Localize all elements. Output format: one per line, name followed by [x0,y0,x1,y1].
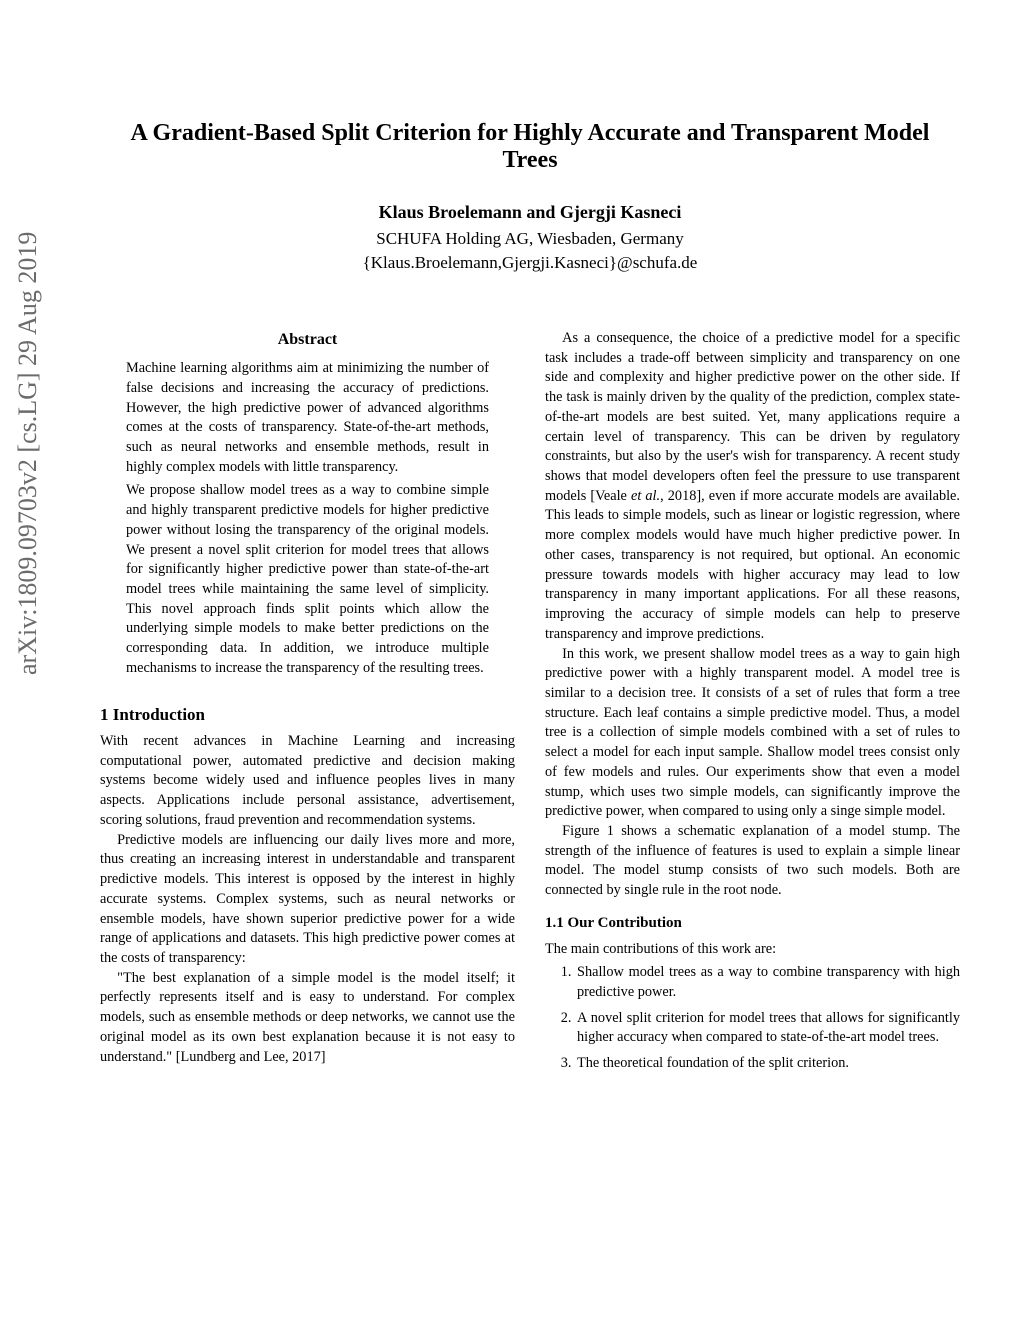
contribution-item-1: Shallow model trees as a way to combine … [575,963,960,1002]
col2-p1-text-b: , 2018], even if more accurate models ar… [545,488,960,642]
col2-paragraph-3: Figure 1 shows a schematic explanation o… [545,822,960,901]
citation-et-al: et al. [631,488,660,504]
contribution-item-2: A novel split criterion for model trees … [575,1009,960,1048]
abstract-body: Machine learning algorithms aim at minim… [100,359,515,679]
contribution-list: Shallow model trees as a way to combine … [575,963,960,1074]
left-column: Abstract Machine learning algorithms aim… [100,329,515,1080]
abstract-paragraph-2: We propose shallow model trees as a way … [126,481,489,678]
affiliation: SCHUFA Holding AG, Wiesbaden, Germany [100,229,960,249]
col2-paragraph-2: In this work, we present shallow model t… [545,645,960,822]
two-column-layout: Abstract Machine learning algorithms aim… [100,329,960,1080]
author-emails: {Klaus.Broelemann,Gjergji.Kasneci}@schuf… [100,253,960,273]
authors: Klaus Broelemann and Gjergji Kasneci [100,202,960,223]
paper-title: A Gradient-Based Split Criterion for Hig… [100,120,960,174]
intro-quote: "The best explanation of a simple model … [100,969,515,1068]
intro-paragraph-1: With recent advances in Machine Learning… [100,732,515,831]
intro-paragraph-2: Predictive models are influencing our da… [100,831,515,969]
section-1-heading: 1 Introduction [100,703,515,726]
col2-paragraph-1: As a consequence, the choice of a predic… [545,329,960,645]
contribution-intro: The main contributions of this work are: [545,940,960,960]
abstract-heading: Abstract [100,329,515,351]
abstract-paragraph-1: Machine learning algorithms aim at minim… [126,359,489,477]
col2-p1-text-a: As a consequence, the choice of a predic… [545,330,960,504]
right-column: As a consequence, the choice of a predic… [545,329,960,1080]
contribution-item-3: The theoretical foundation of the split … [575,1054,960,1074]
arxiv-identifier: arXiv:1809.09703v2 [cs.LG] 29 Aug 2019 [13,232,43,675]
subsection-1-1-heading: 1.1 Our Contribution [545,913,960,934]
